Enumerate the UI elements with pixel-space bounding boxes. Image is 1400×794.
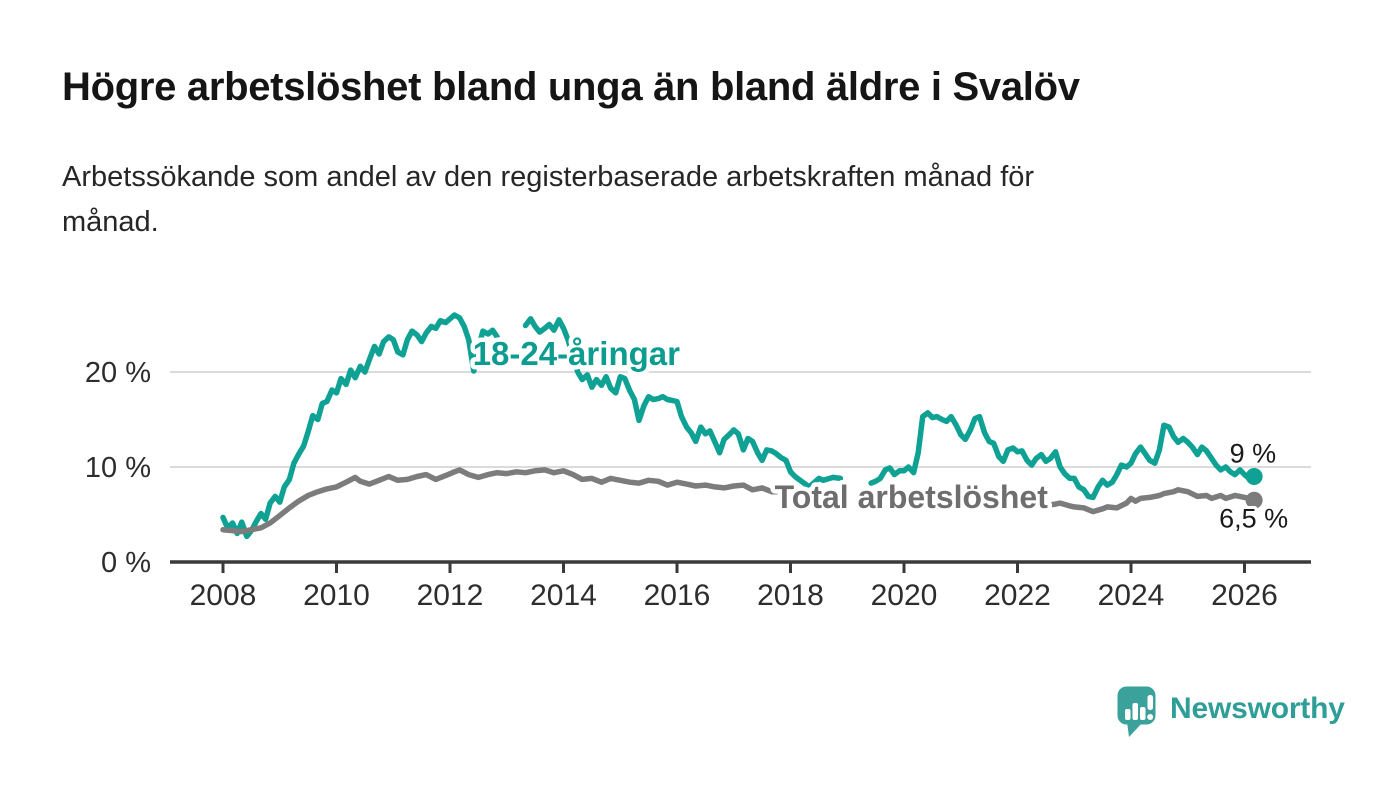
series-line-0: [522, 316, 844, 490]
x-tick-label: 2016: [644, 579, 711, 612]
series-end-dot-1: [1245, 491, 1263, 509]
y-tick-label: 10 %: [85, 452, 151, 484]
series-line-0: [868, 410, 1257, 501]
chart-subtitle: Arbetssökande som andel av den registerb…: [62, 155, 1282, 245]
page-title: Högre arbetslöshet bland unga än bland ä…: [62, 65, 1080, 109]
bar-chart-bubble-icon: [1117, 686, 1156, 737]
series-label-young: 18-24-åringar: [473, 335, 680, 372]
x-tick-label: 2014: [530, 579, 597, 612]
y-tick-label: 20 %: [85, 357, 151, 389]
x-tick-label: 2026: [1211, 579, 1278, 612]
x-tick-label: 2024: [1098, 579, 1165, 612]
x-tick-label: 2012: [417, 579, 484, 612]
chart-subtitle-line-2: månad.: [62, 205, 159, 238]
end-value-label-young: 9 %: [1230, 439, 1277, 469]
series-line-1: [220, 467, 782, 535]
x-tick-label: 2008: [190, 579, 257, 612]
series-end-dot-0: [1245, 468, 1263, 485]
series-label-total: Total arbetslöshet: [775, 479, 1049, 515]
end-value-label-total: 6,5 %: [1219, 503, 1288, 533]
newsworthy-logo-text: Newsworthy: [1170, 692, 1345, 725]
series-line-0: [220, 312, 500, 540]
x-tick-label: 2022: [984, 579, 1051, 612]
x-tick-label: 2010: [303, 579, 370, 612]
x-tick-label: 2020: [871, 579, 938, 612]
chart-subtitle-line-1: Arbetssökande som andel av den registerb…: [62, 161, 1035, 193]
y-tick-label: 0 %: [101, 547, 151, 579]
newsworthy-logo: Newsworthy: [1117, 686, 1345, 738]
series-line-1: [1045, 487, 1257, 515]
x-tick-label: 2018: [757, 579, 824, 612]
